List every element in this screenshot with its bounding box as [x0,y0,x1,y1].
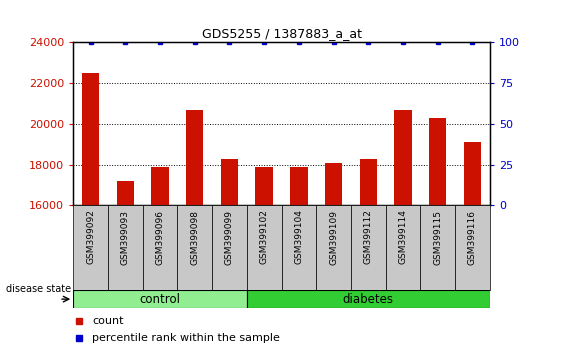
Text: GSM399096: GSM399096 [155,210,164,264]
FancyBboxPatch shape [386,205,421,290]
Bar [360,159,377,205]
Text: GSM399109: GSM399109 [329,210,338,264]
Text: disease state: disease state [6,284,71,293]
FancyBboxPatch shape [212,205,247,290]
Bar [221,159,238,205]
FancyBboxPatch shape [316,205,351,290]
Text: GSM399114: GSM399114 [399,210,408,264]
FancyBboxPatch shape [177,205,212,290]
Text: GSM399099: GSM399099 [225,210,234,264]
Text: control: control [140,293,181,306]
Bar [464,142,481,205]
FancyBboxPatch shape [142,205,177,290]
Text: GSM399116: GSM399116 [468,210,477,264]
Bar [117,181,134,205]
Text: GSM399102: GSM399102 [260,210,269,264]
FancyBboxPatch shape [455,205,490,290]
Text: diabetes: diabetes [343,293,394,306]
FancyBboxPatch shape [282,205,316,290]
FancyBboxPatch shape [247,205,282,290]
Bar [186,110,203,205]
FancyBboxPatch shape [421,205,455,290]
Bar [290,167,307,205]
Bar [394,110,412,205]
Title: GDS5255 / 1387883_a_at: GDS5255 / 1387883_a_at [202,27,361,40]
Text: GSM399104: GSM399104 [294,210,303,264]
Bar [429,118,446,205]
Text: GSM399093: GSM399093 [121,210,129,264]
FancyBboxPatch shape [73,290,247,308]
Bar [325,162,342,205]
FancyBboxPatch shape [73,205,108,290]
Bar [151,167,169,205]
Text: GSM399098: GSM399098 [190,210,199,264]
FancyBboxPatch shape [247,290,490,308]
Bar [82,73,99,205]
Text: percentile rank within the sample: percentile rank within the sample [92,333,280,343]
Text: count: count [92,316,123,326]
Text: GSM399115: GSM399115 [434,210,442,264]
FancyBboxPatch shape [108,205,142,290]
Bar [256,167,273,205]
FancyBboxPatch shape [351,205,386,290]
Text: GSM399092: GSM399092 [86,210,95,264]
Text: GSM399112: GSM399112 [364,210,373,264]
